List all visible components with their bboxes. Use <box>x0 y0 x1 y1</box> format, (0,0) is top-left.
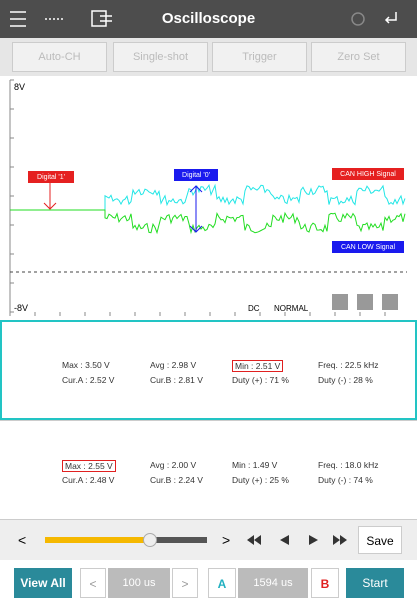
slider-row: < > Save <box>0 520 417 560</box>
step-fwd-button[interactable]: > <box>172 568 198 598</box>
measurement: Avg : 2.00 V <box>150 460 197 470</box>
measurement: Duty (-) : 28 % <box>318 375 373 385</box>
start-button[interactable]: Start <box>346 568 404 598</box>
view-all-button[interactable]: View All <box>14 568 72 598</box>
single-shot-button[interactable]: Single-shot <box>113 42 208 72</box>
title: Oscilloscope <box>161 10 256 27</box>
marker-0-box <box>174 169 218 181</box>
slider-filled <box>45 537 150 543</box>
cursor-a-button[interactable]: A <box>208 568 236 598</box>
top-label: 8V <box>14 82 25 92</box>
bottom-label: -8V <box>14 303 28 313</box>
playback-icons <box>247 535 347 545</box>
can-low-trace <box>10 209 406 235</box>
prev-button[interactable]: < <box>18 532 27 548</box>
measurement: Min : 1.49 V <box>232 460 278 470</box>
measurement: Duty (+) : 25 % <box>232 475 289 485</box>
can-low: CAN LOW Signal <box>341 244 396 251</box>
trigger-button[interactable]: Trigger <box>212 42 307 72</box>
can-high: CAN HIGH Signal <box>340 171 396 178</box>
auto-ch-button[interactable]: Auto-CH <box>12 42 107 72</box>
measurement: Freq. : 18.0 kHz <box>318 460 379 470</box>
coupling: DC <box>248 304 260 313</box>
mode: NORMAL <box>274 304 309 313</box>
measurement: Duty (+) : 71 % <box>232 375 289 385</box>
measurement: Cur.A : 2.52 V <box>62 375 115 385</box>
measurement: Max : 2.55 V <box>62 460 116 472</box>
measurement: Max : 3.50 V <box>62 360 110 370</box>
measurement: Cur.B : 2.24 V <box>150 475 203 485</box>
scope-screen: 8V -8V DC NORMAL Digital '1' Digital '0'… <box>9 79 407 316</box>
save-button[interactable]: Save <box>358 526 402 554</box>
bottom-bar: View All < 100 us > A 1594 us B Start <box>0 560 417 610</box>
header-icons <box>10 10 397 27</box>
zero-set-button[interactable]: Zero Set <box>311 42 406 72</box>
can-low-box <box>332 241 404 253</box>
icon-button[interactable] <box>382 294 398 310</box>
measurement: Cur.B : 2.81 V <box>150 375 203 385</box>
measurement: Freq. : 22.5 kHz <box>318 360 379 370</box>
arrow <box>189 185 203 233</box>
measurement: Duty (-) : 74 % <box>318 475 373 485</box>
slider-thumb[interactable] <box>143 533 157 547</box>
slider-track <box>150 537 207 543</box>
measurement: Cur.A : 2.48 V <box>62 475 115 485</box>
time-a: 100 us <box>108 568 170 598</box>
marker-1-box <box>28 171 74 183</box>
icon-button[interactable] <box>357 294 373 310</box>
measure-panel-a <box>0 320 417 420</box>
can-high-trace <box>10 183 406 211</box>
step-back-button[interactable]: < <box>80 568 106 598</box>
measurement: Avg : 2.98 V <box>150 360 197 370</box>
header: Oscilloscope <box>0 0 417 38</box>
measure-panel-b <box>0 420 417 520</box>
cursor-b-button[interactable]: B <box>311 568 339 598</box>
marker-0: Digital '0' <box>182 172 210 179</box>
time-b: 1594 us <box>238 568 308 598</box>
icon-button[interactable] <box>332 294 348 310</box>
arrow <box>43 183 57 210</box>
measurement: Min : 2.51 V <box>232 360 284 372</box>
can-high-box <box>332 168 404 180</box>
next-button[interactable]: > <box>222 532 231 548</box>
marker-1: Digital '1' <box>37 174 65 181</box>
